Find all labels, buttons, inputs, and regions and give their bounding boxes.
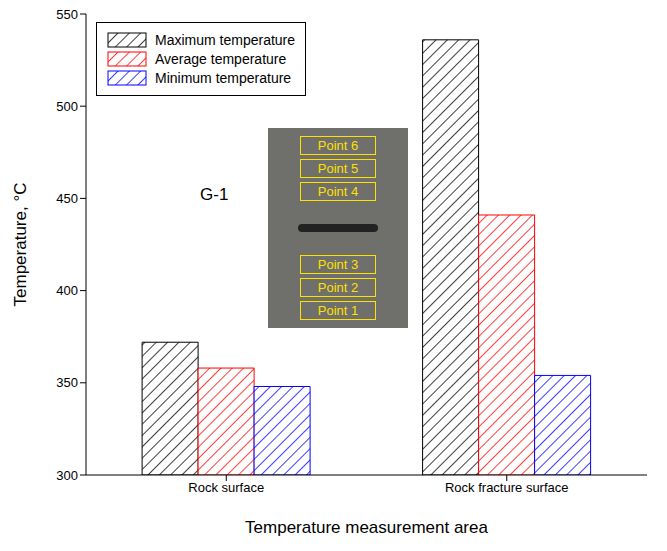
html-text:Point 1: Point 1: [317, 303, 359, 318]
svg-text:Rock fracture surface: Rock fracture surface: [445, 480, 569, 495]
svg-text:Rock surface: Rock surface: [188, 480, 264, 495]
svg-text:300: 300: [56, 468, 78, 483]
svg-text:550: 550: [56, 7, 78, 22]
html-text:Minimum temperature: Minimum temperature: [155, 70, 292, 86]
svg-text:400: 400: [56, 283, 78, 298]
html-text:Point 2: Point 2: [317, 280, 359, 295]
html-text:Point 6: Point 6: [317, 138, 359, 153]
html-text:Average temperature: Average temperature: [155, 51, 287, 67]
html-text:Maximum temperature: Maximum temperature: [155, 32, 295, 48]
svg-text:Temperature, °C: Temperature, °C: [11, 183, 30, 307]
html-text:G-1: G-1: [200, 185, 229, 204]
svg-text:Temperature measurement area: Temperature measurement area: [245, 518, 488, 537]
html-text:Point 5: Point 5: [317, 161, 359, 176]
svg-text:350: 350: [56, 375, 78, 390]
svg-text:450: 450: [56, 191, 78, 206]
svg-text:500: 500: [56, 99, 78, 114]
html-text:Point 4: Point 4: [317, 184, 359, 199]
html-text:Point 3: Point 3: [317, 257, 359, 272]
